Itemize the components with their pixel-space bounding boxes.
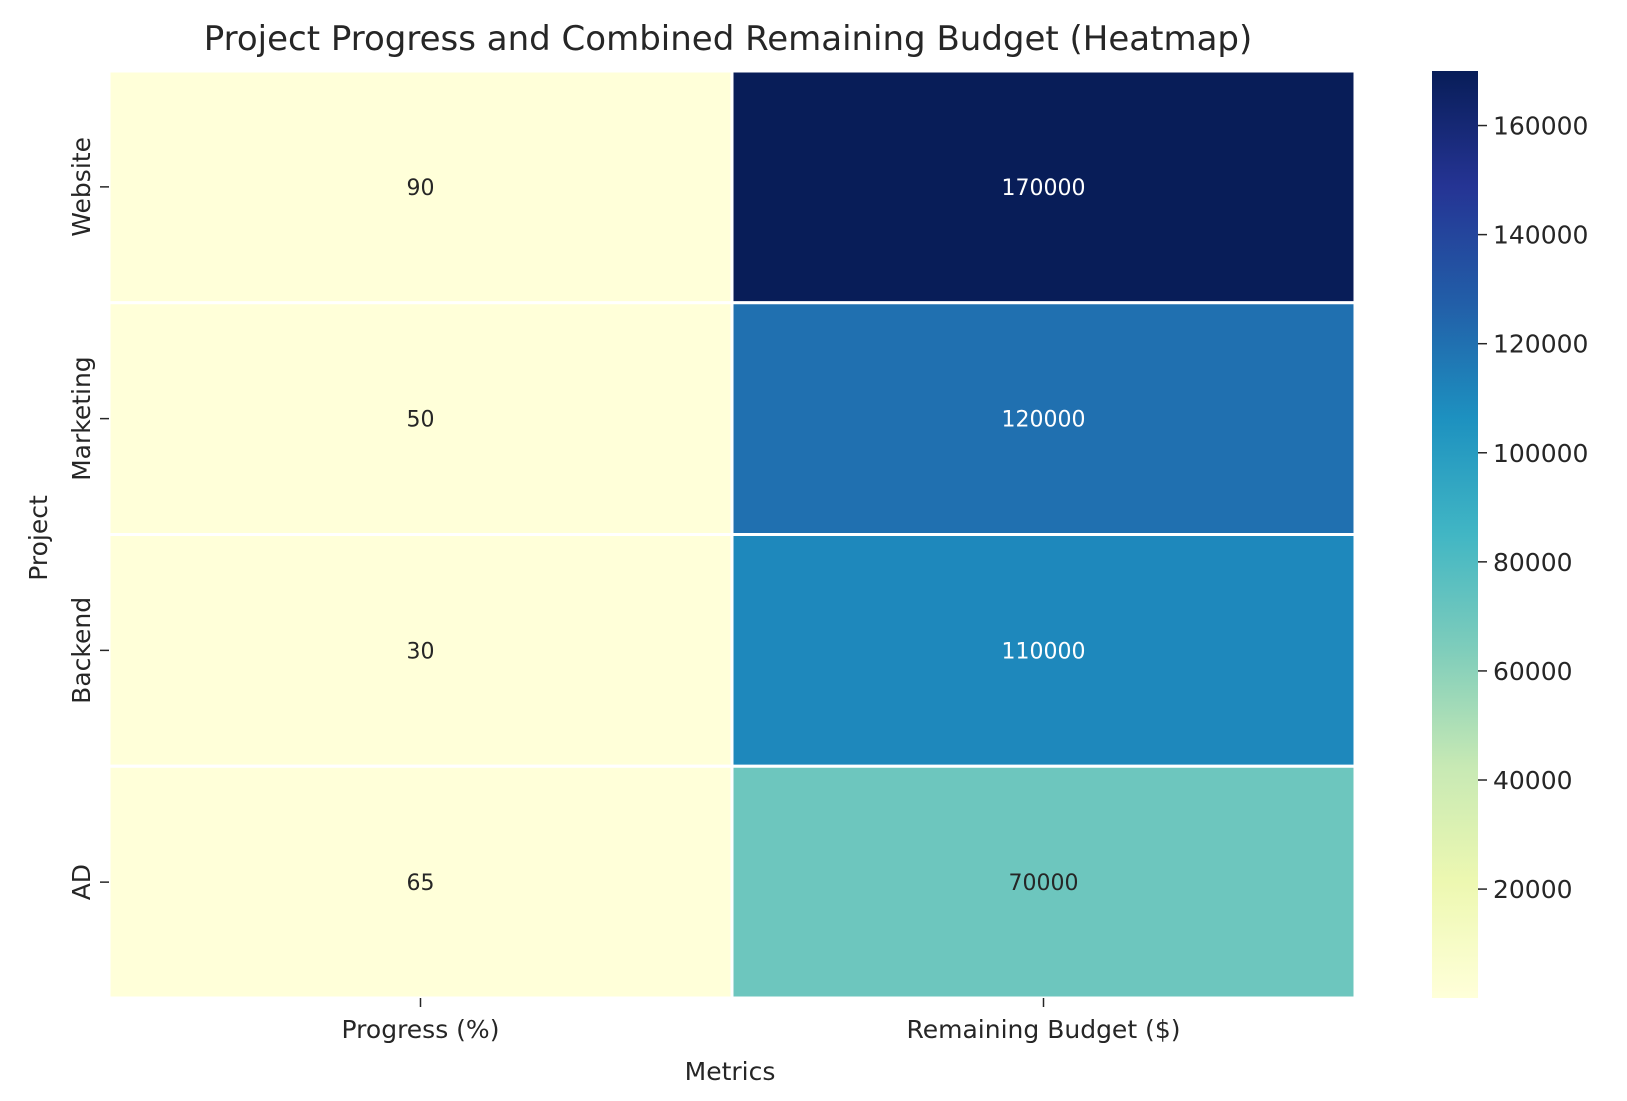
colorbar-tick-label: 40000 (1493, 766, 1573, 795)
colorbar-tick-label: 20000 (1493, 875, 1573, 904)
heatmap-cells (107, 69, 1357, 1000)
colorbar-tick-label: 120000 (1493, 330, 1588, 359)
x-tick-label: Progress (%) (342, 1015, 500, 1044)
x-axis-label: Metrics (685, 1057, 776, 1086)
heatmap-cell (107, 301, 734, 536)
y-tick-label: Marketing (67, 356, 96, 481)
heatmap-cell (107, 69, 734, 305)
heatmap-cell (730, 301, 1357, 536)
heatmap-cell-labels: 90 170000 50 120000 30 110000 65 70000 (407, 176, 1086, 896)
y-tick-label: AD (67, 864, 96, 900)
colorbar (1432, 71, 1478, 998)
y-axis-ticks: Website Marketing Backend AD (67, 137, 109, 900)
cell-value-label: 70000 (1009, 871, 1079, 896)
cell-value-label: 110000 (1002, 639, 1086, 664)
colorbar-tick-label: 140000 (1493, 221, 1588, 250)
heatmap-cell (730, 69, 1357, 305)
colorbar-tick-label: 80000 (1493, 548, 1573, 577)
colorbar-tick-label: 160000 (1493, 112, 1588, 141)
cell-value-label: 50 (407, 408, 435, 433)
heatmap-cell (730, 533, 1357, 768)
heatmap-cell (107, 533, 734, 768)
chart-title: Project Progress and Combined Remaining … (204, 19, 1253, 59)
y-axis-label: Project (24, 495, 53, 581)
cell-value-label: 90 (407, 176, 435, 201)
cell-value-label: 120000 (1002, 408, 1086, 433)
colorbar-tick-label: 100000 (1493, 439, 1588, 468)
cell-value-label: 170000 (1002, 176, 1086, 201)
heatmap-cell (730, 764, 1357, 1000)
colorbar-tick-label: 60000 (1493, 657, 1573, 686)
y-tick-label: Backend (67, 597, 96, 704)
y-tick-label: Website (67, 137, 96, 237)
cell-value-label: 65 (407, 871, 435, 896)
x-axis-ticks: Progress (%) Remaining Budget ($) (342, 998, 1181, 1044)
cell-value-label: 30 (407, 639, 435, 664)
colorbar-ticks: 20000 40000 60000 80000 100000 120000 140000 16… (1478, 112, 1588, 904)
x-tick-label: Remaining Budget ($) (907, 1015, 1181, 1044)
